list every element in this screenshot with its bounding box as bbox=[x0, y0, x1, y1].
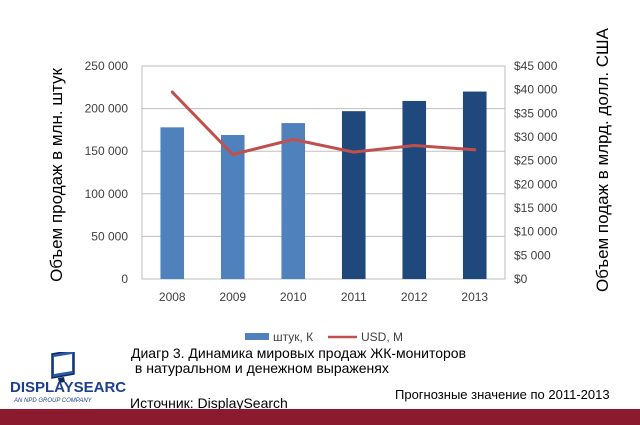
bar-2013 bbox=[462, 91, 487, 279]
chart-caption-title: Диагр 3. Динамика мировых продаж ЖК-мони… bbox=[131, 345, 467, 376]
line-point-2011 bbox=[352, 150, 356, 154]
legend: штук, К USD, M bbox=[245, 330, 403, 344]
logo-tagline: AN NPD GROUP COMPANY bbox=[13, 398, 93, 404]
y-tick-right: $40 000 bbox=[514, 83, 558, 97]
x-tick: 2010 bbox=[280, 290, 307, 304]
y-axis-left-title: Объем продаж в млн. штук bbox=[47, 68, 66, 282]
x-tick: 2013 bbox=[461, 290, 488, 304]
y-tick-right: $30 000 bbox=[514, 130, 558, 144]
bars bbox=[160, 91, 487, 280]
logo-wordmark: DISPLAYSEARCH bbox=[10, 379, 126, 396]
grid-lines bbox=[141, 65, 506, 280]
y-tick-right: $15 000 bbox=[514, 201, 558, 215]
y-axis-right-title: Объем подаж в млрд. долл. США bbox=[593, 27, 612, 292]
y-tick-left: 50 000 bbox=[91, 229, 128, 243]
bar-2010 bbox=[281, 123, 306, 279]
y-tick-right: $35 000 bbox=[514, 106, 558, 120]
legend-label-bars: штук, К bbox=[273, 330, 313, 344]
axis-ticks: 0 50 000 100 000 150 000 200 000 250 000 $0 $5 … bbox=[85, 59, 558, 304]
line-point-2012 bbox=[412, 144, 416, 148]
x-tick: 2009 bbox=[219, 290, 246, 304]
y-tick-left: 150 000 bbox=[85, 144, 129, 158]
legend-label-line: USD, M bbox=[361, 330, 403, 344]
y-tick-right: $45 000 bbox=[514, 59, 558, 73]
y-tick-right: $10 000 bbox=[514, 225, 558, 239]
forecast-note: Прогнозные значение по 2011-2013 bbox=[395, 387, 610, 402]
y-tick-left: 250 000 bbox=[85, 59, 129, 73]
y-tick-left: 100 000 bbox=[85, 187, 129, 201]
plot-area-border bbox=[141, 65, 506, 280]
y-tick-left: 200 000 bbox=[85, 102, 129, 116]
axis-titles: Объем продаж в млн. штук Объем подаж в м… bbox=[47, 27, 612, 292]
y-tick-left: 0 bbox=[121, 272, 128, 286]
y-tick-right: $5 000 bbox=[514, 248, 551, 262]
usd-line-series bbox=[170, 90, 477, 157]
bar-2009 bbox=[220, 135, 245, 279]
line-point-2010 bbox=[291, 137, 295, 141]
y-tick-right: $25 000 bbox=[514, 154, 558, 168]
y-tick-right: $20 000 bbox=[514, 177, 558, 191]
y-tick-right: $0 bbox=[514, 272, 528, 286]
line-point-2008 bbox=[170, 90, 174, 94]
monitor-icon bbox=[51, 349, 75, 383]
displaysearch-logo: DISPLAYSEARCH AN NPD GROUP COMPANY bbox=[8, 349, 137, 410]
line-point-2009 bbox=[231, 153, 235, 157]
x-tick: 2011 bbox=[341, 290, 367, 304]
usd-line bbox=[171, 90, 475, 157]
x-tick: 2008 bbox=[159, 290, 186, 304]
source-note: Источник: DisplaySearch bbox=[130, 395, 288, 411]
footer-bar bbox=[0, 409, 640, 425]
line-point-2013 bbox=[473, 148, 477, 152]
x-tick: 2012 bbox=[401, 290, 428, 304]
bar-2008 bbox=[160, 127, 185, 280]
bar-2012 bbox=[402, 100, 427, 279]
bar-2011 bbox=[341, 111, 366, 279]
legend-swatch-bars bbox=[245, 333, 269, 340]
